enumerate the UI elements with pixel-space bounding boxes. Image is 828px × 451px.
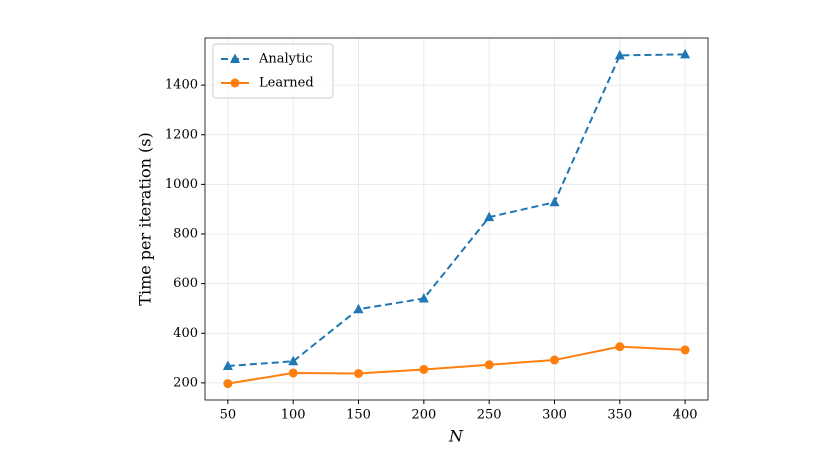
x-tick-label: 150 xyxy=(346,408,371,423)
marker xyxy=(230,53,240,63)
marker xyxy=(484,360,494,370)
marker xyxy=(288,368,298,378)
marker xyxy=(418,293,429,303)
marker xyxy=(680,48,691,59)
x-tick-label: 200 xyxy=(411,408,436,423)
x-tick-label: 250 xyxy=(477,408,502,423)
legend-label: Analytic xyxy=(258,52,313,67)
y-tick-label: 1200 xyxy=(165,127,198,142)
marker xyxy=(353,303,364,314)
marker xyxy=(615,342,625,352)
marker xyxy=(614,49,625,60)
y-tick-label: 1000 xyxy=(165,177,198,192)
x-tick-label: 400 xyxy=(673,408,698,423)
marker xyxy=(354,368,364,378)
legend-box xyxy=(212,43,334,99)
x-tick-label: 100 xyxy=(281,408,306,423)
plot-frame xyxy=(204,37,709,401)
y-tick-label: 200 xyxy=(173,375,198,390)
marker xyxy=(230,78,240,88)
legend-label: Learned xyxy=(259,76,314,91)
x-tick-label: 300 xyxy=(542,408,567,423)
y-tick-label: 600 xyxy=(173,276,198,291)
x-tick-label: 350 xyxy=(607,408,632,423)
marker xyxy=(680,345,690,355)
y-axis-label: Time per iteration (s) xyxy=(136,132,155,305)
y-tick-label: 800 xyxy=(173,227,198,242)
marker xyxy=(484,211,495,222)
marker xyxy=(419,364,429,374)
y-tick-label: 400 xyxy=(173,326,198,341)
x-tick-label: 50 xyxy=(220,408,237,423)
marker xyxy=(222,360,233,371)
marker xyxy=(288,355,299,366)
marker xyxy=(223,379,233,389)
marker xyxy=(549,355,559,365)
series-line xyxy=(227,53,686,368)
x-axis-label: N xyxy=(448,427,464,446)
y-tick-label: 1400 xyxy=(165,78,198,93)
marker xyxy=(549,196,560,207)
series-line xyxy=(227,345,686,385)
